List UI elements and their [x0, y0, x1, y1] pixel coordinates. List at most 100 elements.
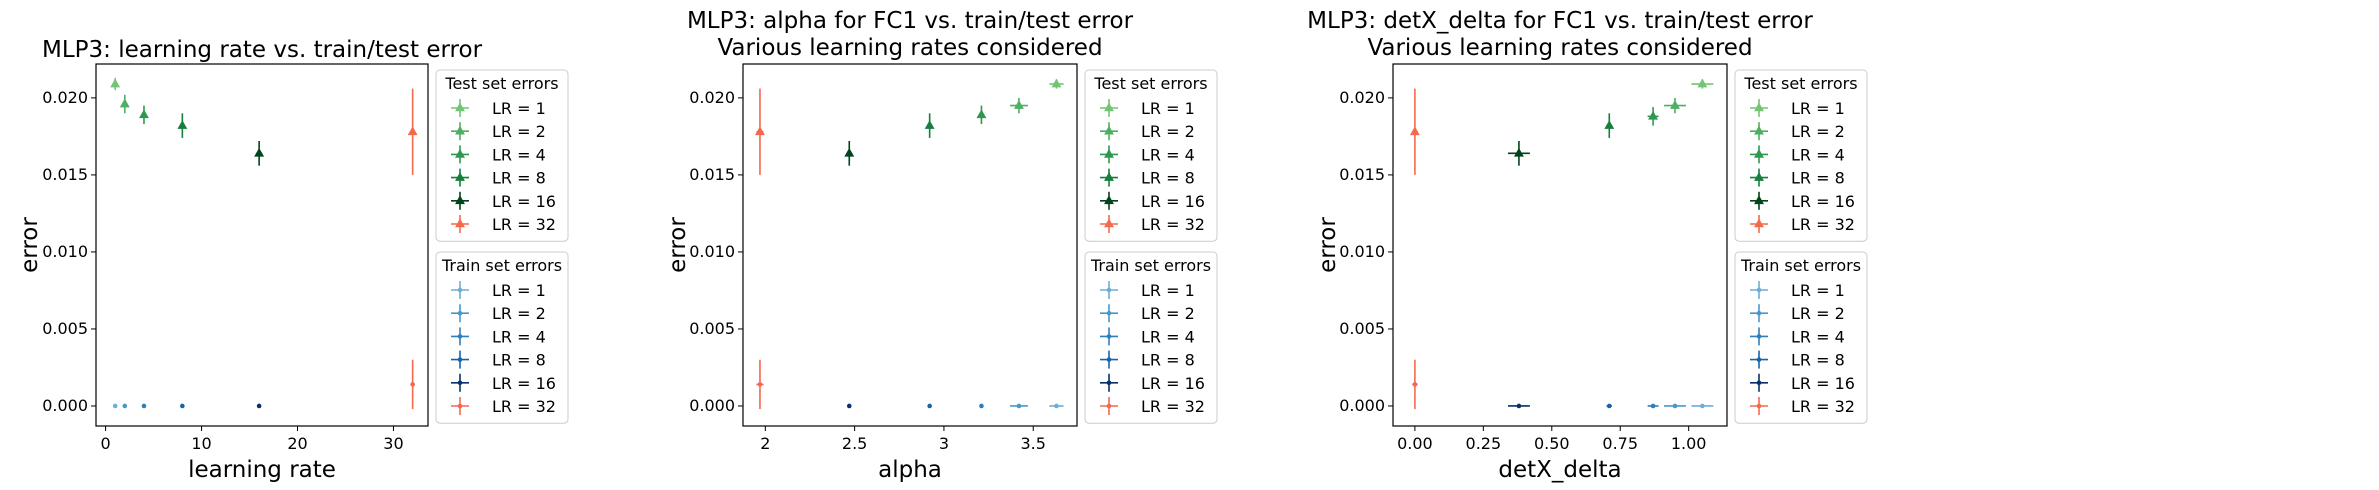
train-point [1606, 403, 1613, 409]
test-point [1010, 97, 1028, 114]
legend-label: LR = 1 [492, 281, 546, 300]
chart-1-plot-area: 0 10 20 30 0.000 0.005 0.010 0.015 0.020 [42, 63, 429, 453]
train-point [1049, 403, 1064, 409]
legend-item: LR = 2 [1100, 122, 1195, 141]
legend-marker [1754, 218, 1764, 228]
legend-marker [1104, 148, 1114, 158]
y-tick-label: 0.015 [1339, 165, 1385, 184]
legend-label: LR = 4 [1791, 327, 1845, 346]
legend-marker [457, 380, 463, 386]
legend-title: Test set errors [444, 74, 558, 93]
y-tick-label: 0.020 [689, 88, 735, 107]
legend-title: Train set errors [1740, 256, 1861, 275]
legend-label: LR = 32 [492, 397, 556, 416]
legend-marker [1756, 357, 1762, 362]
y-tick-label: 0.000 [689, 396, 735, 415]
legend-item: LR = 16 [1750, 373, 1855, 393]
train-marker [757, 382, 763, 387]
legend-marker [1106, 357, 1112, 362]
y-tick-label: 0.010 [1339, 242, 1385, 261]
legend-marker [1756, 310, 1762, 316]
test-marker [254, 147, 265, 157]
x-tick-label: 0.75 [1602, 434, 1638, 453]
y-tick-label: 0.000 [42, 396, 88, 415]
chart-2-subtitle: Various learning rates considered [717, 35, 1102, 61]
test-point [844, 141, 855, 166]
legend-item: LR = 1 [1750, 281, 1845, 300]
legend-item: LR = 16 [1100, 191, 1205, 211]
y-tick-label: 0.015 [42, 165, 88, 184]
y-tick-label: 0.015 [689, 165, 735, 184]
legend-label: LR = 32 [1141, 215, 1205, 234]
train-marker [1672, 403, 1678, 409]
legend-item: LR = 8 [1100, 168, 1195, 188]
legend-item: LR = 2 [1100, 304, 1195, 323]
legend-marker [1754, 195, 1764, 205]
legend-marker [455, 102, 465, 112]
train-point [180, 403, 185, 409]
legend-label: LR = 32 [1791, 397, 1855, 416]
test-marker [844, 147, 855, 157]
legend-label: LR = 16 [1791, 374, 1855, 393]
legend-item: LR = 32 [451, 397, 556, 416]
x-tick-label: 2 [760, 434, 770, 453]
legend-marker [457, 287, 463, 293]
train-point [846, 403, 852, 409]
test-point [924, 113, 935, 138]
train-marker [927, 403, 932, 409]
x-tick-label: 3 [939, 434, 949, 453]
legend-item: LR = 4 [1100, 145, 1195, 164]
legend-marker [1754, 102, 1764, 112]
legend-marker [457, 357, 463, 362]
legend-item: LR = 1 [451, 99, 546, 118]
legend-item: LR = 4 [451, 327, 546, 346]
legend-item: LR = 1 [1100, 281, 1195, 300]
legend-label: LR = 2 [1791, 304, 1845, 323]
train-marker [979, 403, 984, 409]
legend-item: LR = 1 [1100, 99, 1195, 118]
legend-marker [457, 403, 463, 409]
legend-label: LR = 2 [492, 304, 546, 323]
legend-item: LR = 2 [451, 304, 546, 323]
legend-items: LR = 1 LR = 2 LR = 4 LR = 8 LR = 16 LR = 32 [1750, 99, 1855, 234]
legend-item: LR = 4 [1750, 145, 1845, 164]
legend-label: LR = 2 [1791, 122, 1845, 141]
legend-marker [1754, 172, 1764, 181]
chart-2-xlabel: alpha [878, 457, 942, 483]
chart-3-xlabel: detX_delta [1498, 457, 1621, 483]
train-point [1010, 403, 1028, 409]
legend-label: LR = 32 [492, 215, 556, 234]
legend-marker [455, 125, 465, 135]
test-marker [1670, 100, 1680, 109]
train-marker [1016, 403, 1022, 409]
train-marker [1606, 403, 1612, 409]
train-marker [112, 403, 118, 409]
legend-label: LR = 32 [1141, 397, 1205, 416]
x-tick-label: 1.00 [1671, 434, 1707, 453]
x-tick-label: 0.25 [1466, 434, 1502, 453]
train-marker [410, 382, 415, 387]
legend-label: LR = 16 [1141, 192, 1205, 211]
legend-marker [1754, 125, 1764, 135]
legend-item: LR = 32 [1750, 215, 1855, 234]
legend-label: LR = 1 [1141, 99, 1195, 118]
train-point [141, 403, 147, 409]
y-tick-label: 0.010 [689, 242, 735, 261]
legend-label: LR = 2 [1141, 122, 1195, 141]
y-tick-label: 0.020 [1339, 88, 1385, 107]
legend-label: LR = 1 [1141, 281, 1195, 300]
train-point [979, 403, 984, 409]
chart-3-train-legend: Train set errors LR = 1 LR = 2 LR = 4 LR = … [1734, 251, 1868, 424]
test-point [1507, 141, 1530, 166]
legend-label: LR = 8 [1141, 351, 1195, 370]
chart-panel-2: MLP3: alpha for FC1 vs. train/test error… [665, 8, 1218, 483]
chart-1-title: MLP3: learning rate vs. train/test error [42, 37, 483, 63]
legend-marker [1104, 102, 1114, 112]
legend-marker [457, 334, 463, 339]
test-marker [924, 120, 935, 129]
legend-item: LR = 16 [1750, 191, 1855, 211]
train-marker [122, 403, 128, 409]
train-marker [256, 403, 262, 409]
y-tick-label: 0.005 [689, 319, 735, 338]
legend-item: LR = 1 [1750, 99, 1845, 118]
